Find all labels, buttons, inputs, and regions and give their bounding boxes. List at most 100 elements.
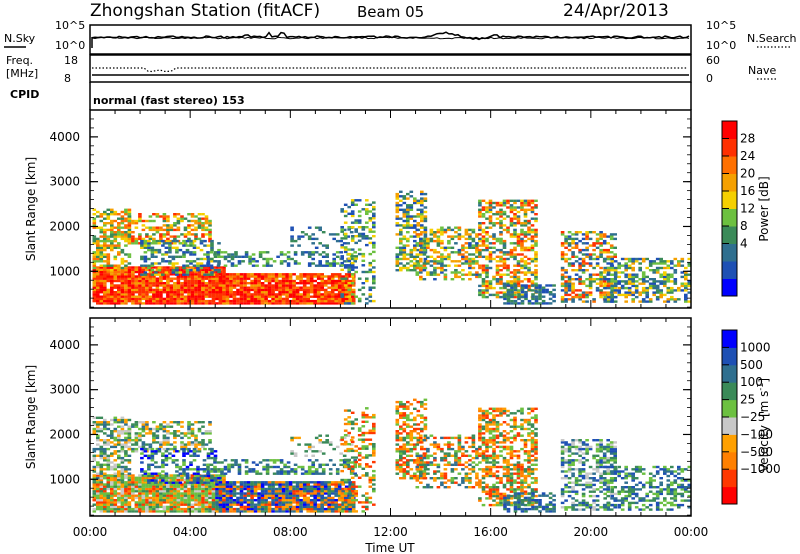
range-gate-cell [513, 208, 517, 211]
range-gate-cell [409, 260, 414, 263]
range-gate-cell [141, 277, 146, 280]
range-gate-cell [152, 505, 156, 509]
range-gate-cell [110, 485, 114, 488]
range-gate-cell [423, 206, 428, 209]
range-gate-cell [204, 510, 209, 513]
range-gate-cell [567, 280, 572, 283]
range-gate-cell [318, 253, 322, 256]
range-gate-cell [173, 447, 177, 451]
range-gate-cell [222, 295, 226, 298]
range-gate-cell [124, 421, 128, 424]
range-gate-cell [120, 418, 125, 422]
range-gate-cell [117, 273, 121, 276]
range-gate-cell [168, 481, 172, 484]
range-gate-cell [185, 465, 190, 469]
range-gate-cell [239, 507, 244, 511]
range-gate-cell [592, 244, 596, 247]
range-gate-cell [516, 244, 521, 247]
range-gate-cell [145, 487, 149, 491]
range-gate-cell [180, 496, 184, 500]
range-gate-cell [110, 273, 114, 276]
range-gate-cell [281, 284, 286, 287]
range-gate-cell [316, 277, 321, 280]
range-gate-cell [673, 282, 678, 285]
range-gate-cell [124, 468, 128, 471]
range-gate-cell [300, 235, 305, 238]
range-gate-cell [131, 507, 135, 511]
range-gate-cell [281, 503, 286, 506]
range-gate-cell [162, 284, 167, 287]
range-gate-cell [110, 299, 114, 303]
range-gate-cell [183, 228, 188, 232]
range-gate-cell [113, 291, 118, 294]
range-gate-cell [344, 286, 349, 289]
range-gate-cell [350, 210, 355, 213]
range-gate-cell [406, 222, 410, 225]
range-gate-cell [120, 291, 125, 294]
range-gate-cell [239, 297, 244, 301]
range-gate-cell [232, 501, 237, 504]
range-gate-cell [197, 273, 202, 276]
range-gate-cell [278, 505, 282, 509]
range-gate-cell [187, 213, 191, 216]
range-gate-cell [475, 251, 479, 254]
range-gate-cell [564, 298, 568, 301]
range-gate-cell [423, 192, 428, 196]
range-gate-cell [510, 286, 514, 289]
range-gate-cell [134, 510, 139, 513]
range-gate-cell [663, 300, 667, 303]
range-gate-cell [152, 279, 156, 283]
range-gate-cell [509, 282, 514, 285]
range-gate-cell [443, 248, 448, 252]
range-gate-cell [131, 222, 135, 225]
range-gate-cell [560, 255, 565, 258]
range-gate-cell [166, 239, 170, 243]
range-gate-cell [415, 255, 420, 258]
range-gate-cell [631, 278, 635, 281]
range-gate-cell [571, 237, 575, 241]
range-gate-cell [117, 235, 121, 238]
range-gate-cell [274, 507, 279, 511]
range-gate-cell [215, 510, 219, 513]
range-gate-cell [182, 450, 186, 453]
range-gate-cell [204, 282, 209, 285]
range-gate-cell [169, 494, 174, 497]
range-gate-cell [571, 233, 575, 236]
range-gate-cell [316, 282, 321, 285]
range-gate-cell [638, 262, 642, 265]
range-gate-cell [166, 490, 170, 493]
range-gate-cell [271, 510, 275, 513]
range-gate-cell [103, 224, 107, 227]
range-gate-cell [237, 255, 242, 258]
range-gate-cell [113, 239, 118, 243]
range-gate-cell [124, 288, 128, 292]
range-gate-cell [138, 436, 142, 440]
range-gate-cell [571, 298, 575, 301]
range-gate-cell [159, 476, 163, 479]
range-gate-cell [620, 284, 625, 288]
range-gate-cell [585, 246, 589, 249]
range-gate-cell [595, 273, 600, 276]
range-gate-cell [150, 454, 155, 457]
range-gate-cell [246, 481, 251, 484]
range-gate-cell [243, 284, 247, 287]
range-gate-cell [183, 494, 188, 497]
range-gate-cell [420, 213, 424, 216]
range-gate-cell [138, 293, 142, 296]
range-gate-cell [189, 262, 193, 265]
range-gate-cell [495, 282, 500, 285]
range-gate-cell [183, 490, 188, 493]
range-gate-cell [478, 237, 482, 241]
range-gate-cell [436, 228, 441, 232]
range-gate-cell [624, 293, 628, 297]
range-gate-cell [253, 499, 258, 502]
noise-panel-frame [89, 24, 692, 55]
range-gate-cell [208, 286, 212, 289]
range-gate-cell [113, 295, 118, 298]
range-gate-cell [454, 273, 458, 276]
range-gate-cell [92, 284, 97, 287]
range-gate-cell [180, 282, 184, 285]
range-gate-cell [148, 235, 153, 238]
range-gate-cell [173, 490, 177, 493]
range-gate-cell [564, 237, 568, 241]
